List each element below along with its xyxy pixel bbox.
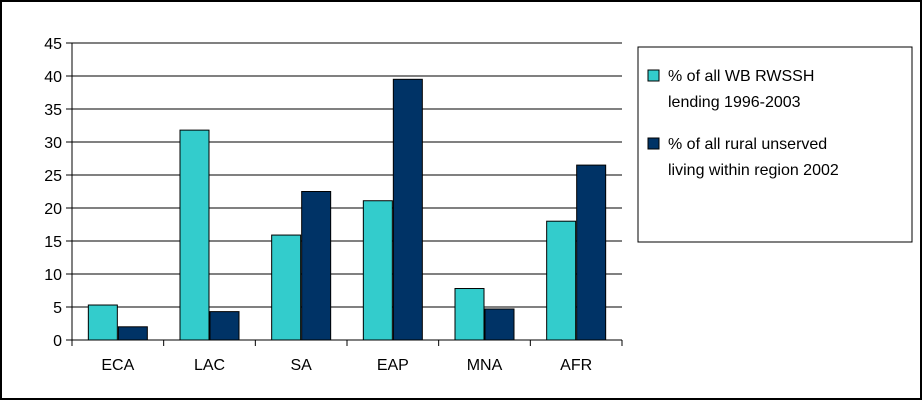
y-tick-label: 25: [44, 168, 62, 185]
y-tick-label: 0: [53, 333, 62, 350]
bar-afr-series-2: [576, 164, 607, 341]
legend-label-series-1: lending 1996-2003: [668, 94, 801, 111]
x-tick-label: LAC: [194, 357, 225, 374]
x-tick-label: EAP: [377, 357, 409, 374]
legend-swatch-series-1: [647, 69, 660, 82]
legend-swatch-series-2: [647, 137, 660, 150]
y-tick-label: 30: [44, 135, 62, 152]
legend-label-series-2: living within region 2002: [668, 162, 839, 179]
bar-eap-series-1: [362, 200, 393, 341]
y-tick-label: 35: [44, 102, 62, 119]
legend-label-series-1: % of all WB RWSSH: [668, 68, 814, 85]
bar-afr-series-1: [546, 220, 577, 341]
legend-box: [637, 46, 913, 243]
bar-lac-series-1: [179, 129, 210, 341]
y-tick-label: 40: [44, 69, 62, 86]
y-tick-label: 10: [44, 267, 62, 284]
bar-sa-series-1: [271, 234, 302, 341]
y-tick-label: 5: [53, 300, 62, 317]
bar-eap-series-2: [392, 78, 423, 341]
bar-mna-series-1: [454, 288, 485, 341]
legend-label-series-2: % of all rural unserved: [668, 136, 827, 153]
bar-mna-series-2: [484, 308, 515, 341]
bar-eca-series-1: [87, 304, 118, 341]
y-tick-label: 15: [44, 234, 62, 251]
x-tick-label: MNA: [467, 357, 503, 374]
x-tick-label: SA: [290, 357, 312, 374]
bar-sa-series-2: [301, 191, 332, 341]
bar-lac-series-2: [209, 311, 240, 341]
bar-eca-series-2: [117, 326, 148, 341]
y-tick-label: 20: [44, 201, 62, 218]
x-tick-label: AFR: [560, 357, 592, 374]
x-tick-label: ECA: [101, 357, 134, 374]
y-tick-label: 45: [44, 36, 62, 53]
